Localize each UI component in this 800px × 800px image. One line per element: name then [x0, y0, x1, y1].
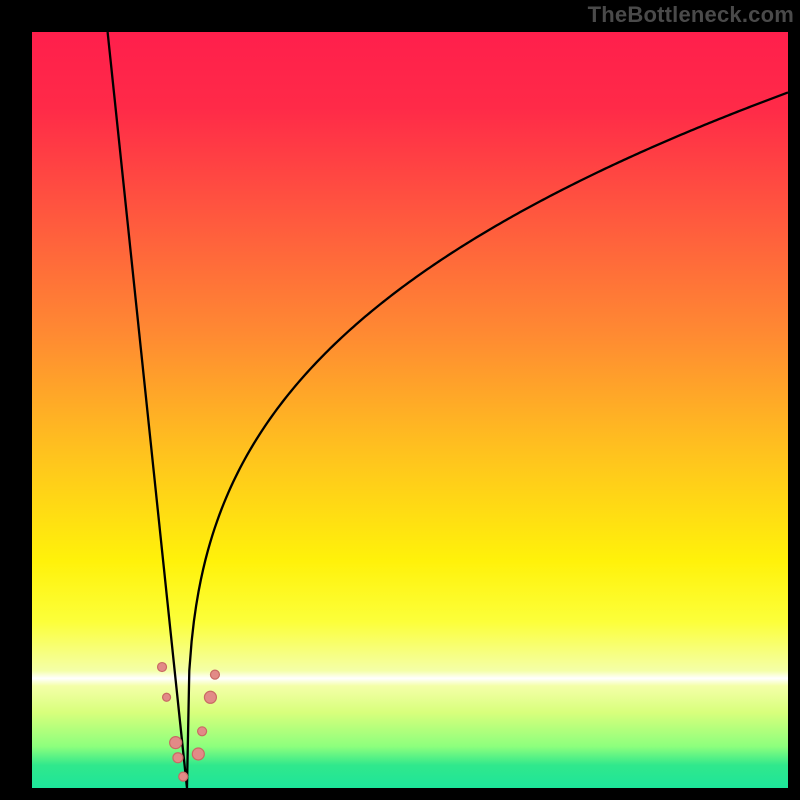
- data-marker: [158, 663, 167, 672]
- data-marker: [173, 753, 183, 763]
- bottleneck-curve: [108, 32, 788, 788]
- data-marker: [163, 693, 171, 701]
- data-marker: [210, 670, 219, 679]
- plot-area: [32, 32, 788, 788]
- data-marker: [179, 772, 188, 781]
- data-marker: [198, 727, 207, 736]
- curve-layer: [32, 32, 788, 788]
- data-marker: [170, 737, 182, 749]
- data-marker: [204, 691, 216, 703]
- watermark-text: TheBottleneck.com: [588, 2, 794, 28]
- chart-container: TheBottleneck.com: [0, 0, 800, 800]
- data-marker: [192, 748, 204, 760]
